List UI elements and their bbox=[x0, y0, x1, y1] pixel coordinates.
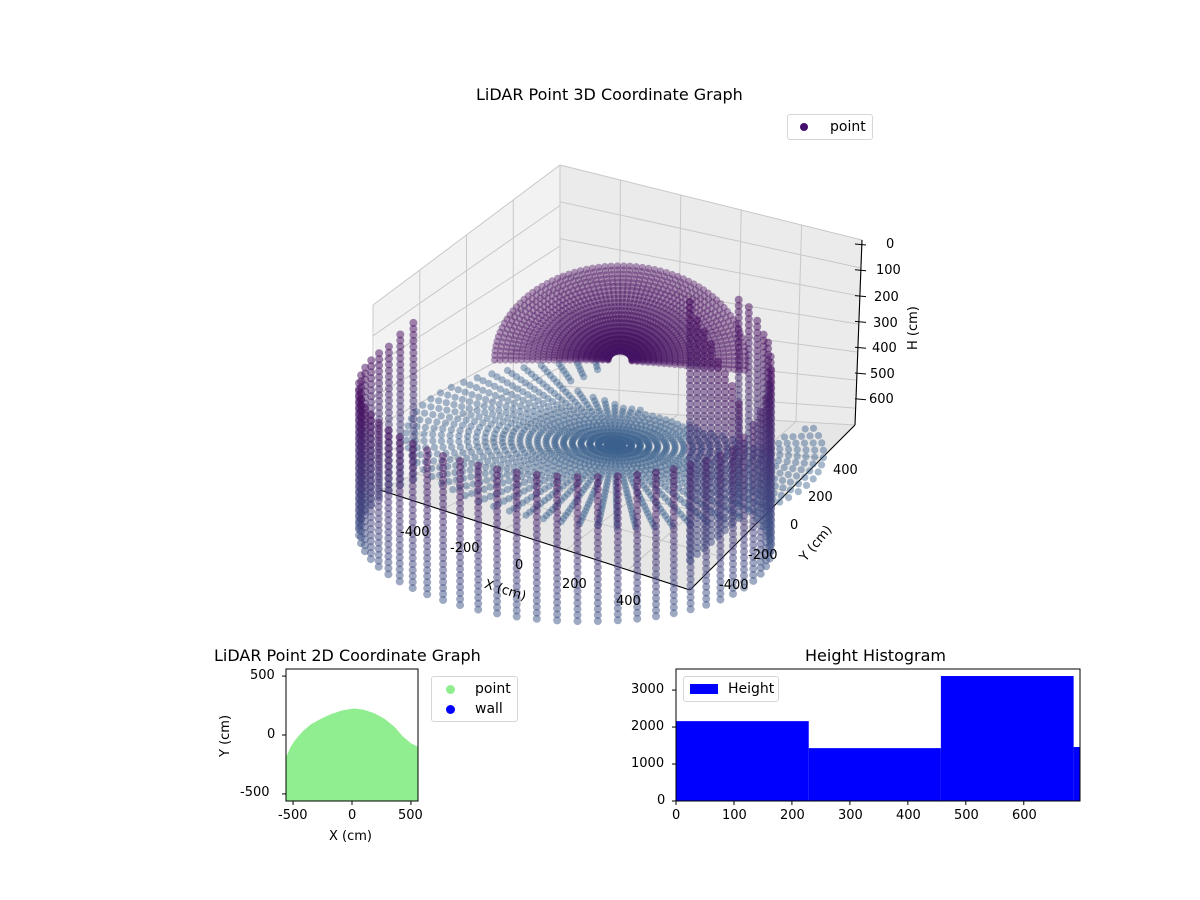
histogram-bar bbox=[808, 748, 941, 801]
z-tick: 600 bbox=[869, 392, 894, 407]
z-tick: 500 bbox=[870, 367, 895, 382]
legend-label-height: Height bbox=[728, 681, 775, 697]
y-tick: 0 bbox=[790, 518, 799, 533]
y-tick-hist: 3000 bbox=[631, 682, 665, 697]
chart-3d-legend: point bbox=[787, 114, 873, 140]
x-tick-hist: 100 bbox=[722, 808, 747, 823]
z-tick: 300 bbox=[873, 316, 898, 331]
histogram-title: Height Histogram bbox=[805, 646, 946, 665]
legend-marker-icon bbox=[446, 704, 455, 714]
histogram-legend: Height bbox=[683, 676, 779, 702]
z-tick: 0 bbox=[886, 237, 895, 252]
legend-label-wall: wall bbox=[475, 701, 503, 717]
legend-label-point: point bbox=[830, 119, 866, 135]
x-tick-hist: 300 bbox=[838, 808, 863, 823]
x-axis-label-2d: X (cm) bbox=[329, 829, 372, 844]
x-tick-hist: 600 bbox=[1012, 808, 1037, 823]
y-tick-2d: -500 bbox=[240, 785, 270, 800]
x-tick-hist: 400 bbox=[896, 808, 921, 823]
chart-2d-legend: point wall bbox=[431, 676, 518, 722]
z-tick: 400 bbox=[872, 341, 897, 356]
y-tick-2d: 0 bbox=[267, 727, 276, 742]
y-tick-hist: 0 bbox=[657, 793, 666, 808]
legend-marker-icon bbox=[446, 684, 455, 694]
x-tick-2d: 0 bbox=[348, 808, 357, 823]
x-tick-2d: 500 bbox=[398, 808, 423, 823]
x-tick: -200 bbox=[450, 541, 480, 556]
z-tick: 200 bbox=[874, 290, 899, 305]
y-tick-hist: 2000 bbox=[631, 719, 665, 734]
chart-3d-title: LiDAR Point 3D Coordinate Graph bbox=[476, 85, 743, 104]
y-tick-hist: 1000 bbox=[631, 756, 665, 771]
point-area bbox=[286, 708, 418, 801]
x-tick-hist: 0 bbox=[672, 808, 681, 823]
histogram-bar bbox=[1073, 747, 1080, 801]
point-cloud-3d bbox=[355, 262, 828, 626]
x-tick-hist: 500 bbox=[954, 808, 979, 823]
y-tick: 400 bbox=[833, 463, 858, 478]
x-tick-2d: -500 bbox=[278, 808, 308, 823]
y-tick: -400 bbox=[719, 578, 749, 593]
legend-label-point: point bbox=[475, 681, 511, 697]
x-tick: -400 bbox=[400, 525, 430, 540]
histogram-bar bbox=[676, 721, 809, 801]
x-tick: 200 bbox=[562, 577, 587, 592]
x-tick-hist: 200 bbox=[780, 808, 805, 823]
legend-marker-icon bbox=[800, 123, 808, 131]
y-tick: 200 bbox=[808, 490, 833, 505]
x-tick: 0 bbox=[515, 558, 524, 573]
z-tick: 100 bbox=[876, 263, 901, 278]
legend-swatch-icon bbox=[690, 684, 718, 694]
y-tick-2d: 500 bbox=[250, 668, 275, 683]
y-tick: -200 bbox=[748, 548, 778, 563]
x-tick: 400 bbox=[616, 594, 641, 609]
chart-2d-title: LiDAR Point 2D Coordinate Graph bbox=[214, 646, 481, 665]
histogram-bar bbox=[940, 676, 1074, 801]
